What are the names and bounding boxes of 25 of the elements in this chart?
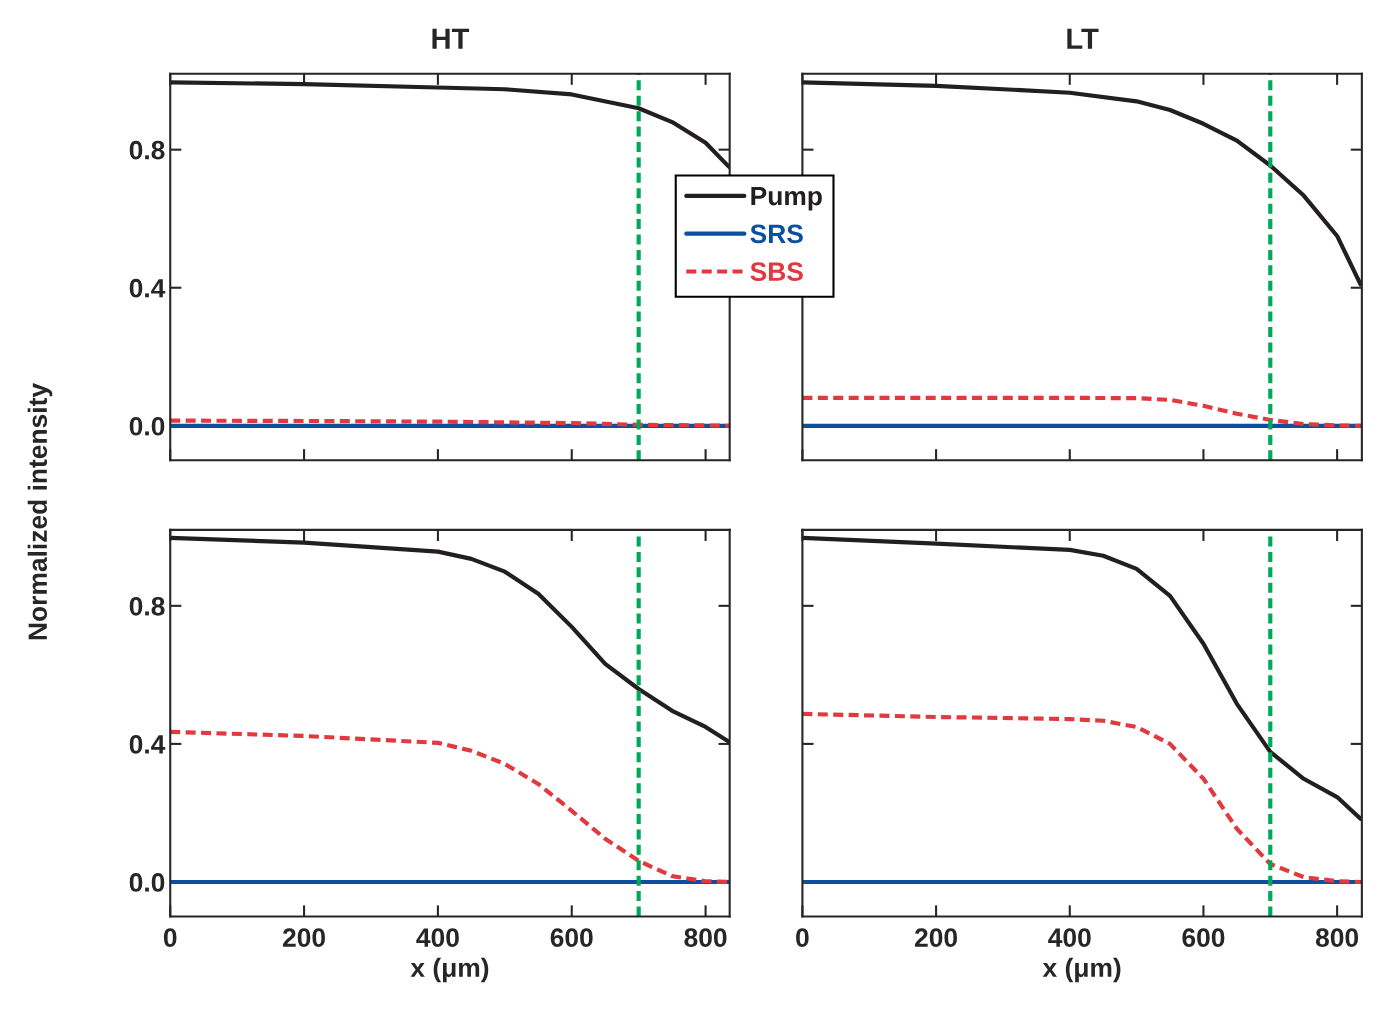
y-axis-title: Normalized intensity: [27, 383, 53, 640]
chart-title: HT: [432, 28, 470, 49]
x-tick-label: 400: [1048, 928, 1091, 947]
x-tick-label: 0: [163, 928, 177, 947]
y-tick-label: 0.8: [129, 140, 165, 160]
y-tick-label: 0.0: [129, 873, 165, 892]
x-tick-label: 200: [282, 928, 326, 947]
legend-label: SBS: [750, 262, 803, 281]
x-tick-label: 600: [1182, 928, 1225, 947]
x-tick-label: 800: [1315, 928, 1359, 947]
y-tick-label: 0.4: [129, 735, 166, 754]
legend-label: Pump: [751, 186, 822, 211]
x-tick-label: 600: [550, 928, 593, 947]
y-tick-label: 0.0: [129, 416, 165, 436]
y-tick-label: 0.4: [129, 278, 166, 298]
x-tick-label: 200: [914, 928, 958, 947]
line-series: [170, 729, 730, 885]
legend-label: SRS: [750, 224, 803, 244]
chart-title: LT: [1067, 28, 1099, 49]
x-tick-label: 400: [416, 928, 459, 947]
x-tick-label: 800: [684, 928, 727, 947]
y-tick-label: 0.8: [129, 596, 165, 616]
x-axis-title: x (μm): [1042, 957, 1121, 983]
x-tick-label: 0: [796, 928, 809, 947]
x-axis-title: x (μm): [410, 957, 489, 983]
